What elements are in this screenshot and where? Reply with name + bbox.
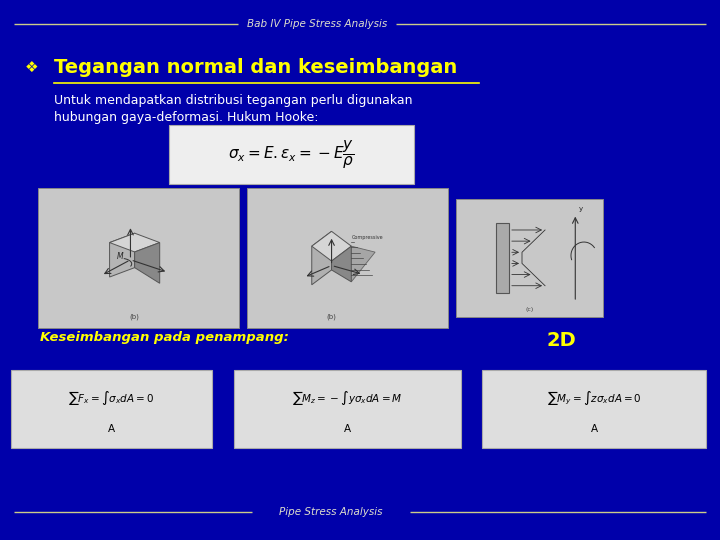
FancyBboxPatch shape (482, 370, 706, 448)
Polygon shape (312, 231, 331, 285)
Text: Untuk mendapatkan distribusi tegangan perlu digunakan: Untuk mendapatkan distribusi tegangan pe… (54, 94, 413, 107)
Text: Tegangan normal dan keseimbangan: Tegangan normal dan keseimbangan (54, 58, 457, 77)
Text: Compressive: Compressive (351, 235, 383, 240)
Text: Pipe Stress Analysis: Pipe Stress Analysis (279, 507, 383, 517)
Text: $\sum M_z = -\int y\sigma_x dA = M$: $\sum M_z = -\int y\sigma_x dA = M$ (292, 389, 402, 407)
Polygon shape (312, 231, 351, 261)
FancyBboxPatch shape (11, 370, 212, 448)
FancyBboxPatch shape (234, 370, 461, 448)
Text: Bab IV Pipe Stress Analysis: Bab IV Pipe Stress Analysis (247, 19, 387, 29)
Text: A: A (108, 424, 115, 435)
Text: M: M (117, 252, 123, 261)
Polygon shape (351, 246, 375, 282)
Text: $\sum F_x = \int\sigma_x dA = 0$: $\sum F_x = \int\sigma_x dA = 0$ (68, 389, 155, 407)
Text: hubungan gaya-deformasi. Hukum Hooke:: hubungan gaya-deformasi. Hukum Hooke: (54, 111, 318, 124)
Text: (c): (c) (525, 307, 534, 312)
Text: $\sum M_y = \int z\sigma_x dA = 0$: $\sum M_y = \int z\sigma_x dA = 0$ (546, 389, 642, 407)
Text: 2D: 2D (546, 330, 576, 350)
Text: y: y (579, 206, 583, 212)
Text: Keseimbangan pada penampang:: Keseimbangan pada penampang: (40, 331, 289, 344)
Text: $\sigma_x = E.\varepsilon_x = -E\dfrac{y}{\rho}$: $\sigma_x = E.\varepsilon_x = -E\dfrac{y… (228, 138, 355, 171)
FancyBboxPatch shape (456, 199, 603, 317)
Text: (b): (b) (327, 314, 336, 320)
Text: A: A (590, 424, 598, 435)
Polygon shape (135, 242, 160, 284)
Polygon shape (109, 233, 135, 277)
Polygon shape (496, 223, 509, 293)
FancyBboxPatch shape (169, 125, 414, 184)
Polygon shape (109, 233, 160, 252)
FancyBboxPatch shape (38, 188, 239, 328)
Text: A: A (344, 424, 351, 435)
FancyBboxPatch shape (247, 188, 448, 328)
Text: ❖: ❖ (25, 60, 39, 75)
Text: (b): (b) (130, 314, 140, 320)
Polygon shape (331, 246, 351, 282)
